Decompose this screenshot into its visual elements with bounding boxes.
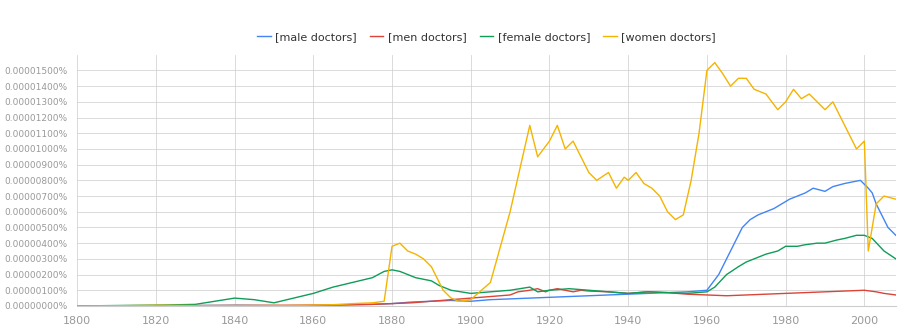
Line: [male doctors]: [male doctors] <box>77 181 896 306</box>
[men doctors] <box>245 304 256 308</box>
Legend: [male doctors], [men doctors], [female doctors], [women doctors]: [male doctors], [men doctors], [female d… <box>253 28 720 47</box>
[female doctors] <box>95 304 106 308</box>
[women doctors] <box>72 304 83 308</box>
[men doctors] <box>741 293 751 297</box>
[male doctors] <box>654 291 665 295</box>
[women doctors] <box>363 301 374 305</box>
[men doctors] <box>638 290 649 294</box>
[male doctors] <box>72 304 83 308</box>
[women doctors] <box>709 61 720 65</box>
[male doctors] <box>634 292 645 296</box>
[men doctors] <box>95 304 106 308</box>
[female doctors] <box>245 297 256 301</box>
[female doctors] <box>72 304 83 308</box>
[men doctors] <box>890 293 900 297</box>
[female doctors] <box>737 262 748 266</box>
[women doctors] <box>95 304 106 308</box>
[male doctors] <box>737 225 748 229</box>
[women doctors] <box>634 176 645 180</box>
Line: [men doctors]: [men doctors] <box>77 289 896 306</box>
[male doctors] <box>855 179 866 182</box>
[male doctors] <box>95 304 106 308</box>
[female doctors] <box>890 257 900 261</box>
[male doctors] <box>363 303 374 307</box>
[women doctors] <box>654 194 665 198</box>
Line: [women doctors]: [women doctors] <box>77 63 896 306</box>
[women doctors] <box>245 304 256 308</box>
[male doctors] <box>245 303 256 307</box>
[women doctors] <box>890 197 900 201</box>
[women doctors] <box>741 76 751 80</box>
[men doctors] <box>532 287 543 291</box>
[female doctors] <box>363 277 374 280</box>
[men doctors] <box>72 304 83 308</box>
[male doctors] <box>890 233 900 237</box>
[female doctors] <box>634 290 645 294</box>
[female doctors] <box>851 233 862 237</box>
[men doctors] <box>363 303 374 307</box>
[men doctors] <box>658 290 669 294</box>
[female doctors] <box>654 290 665 294</box>
Line: [female doctors]: [female doctors] <box>77 235 896 306</box>
